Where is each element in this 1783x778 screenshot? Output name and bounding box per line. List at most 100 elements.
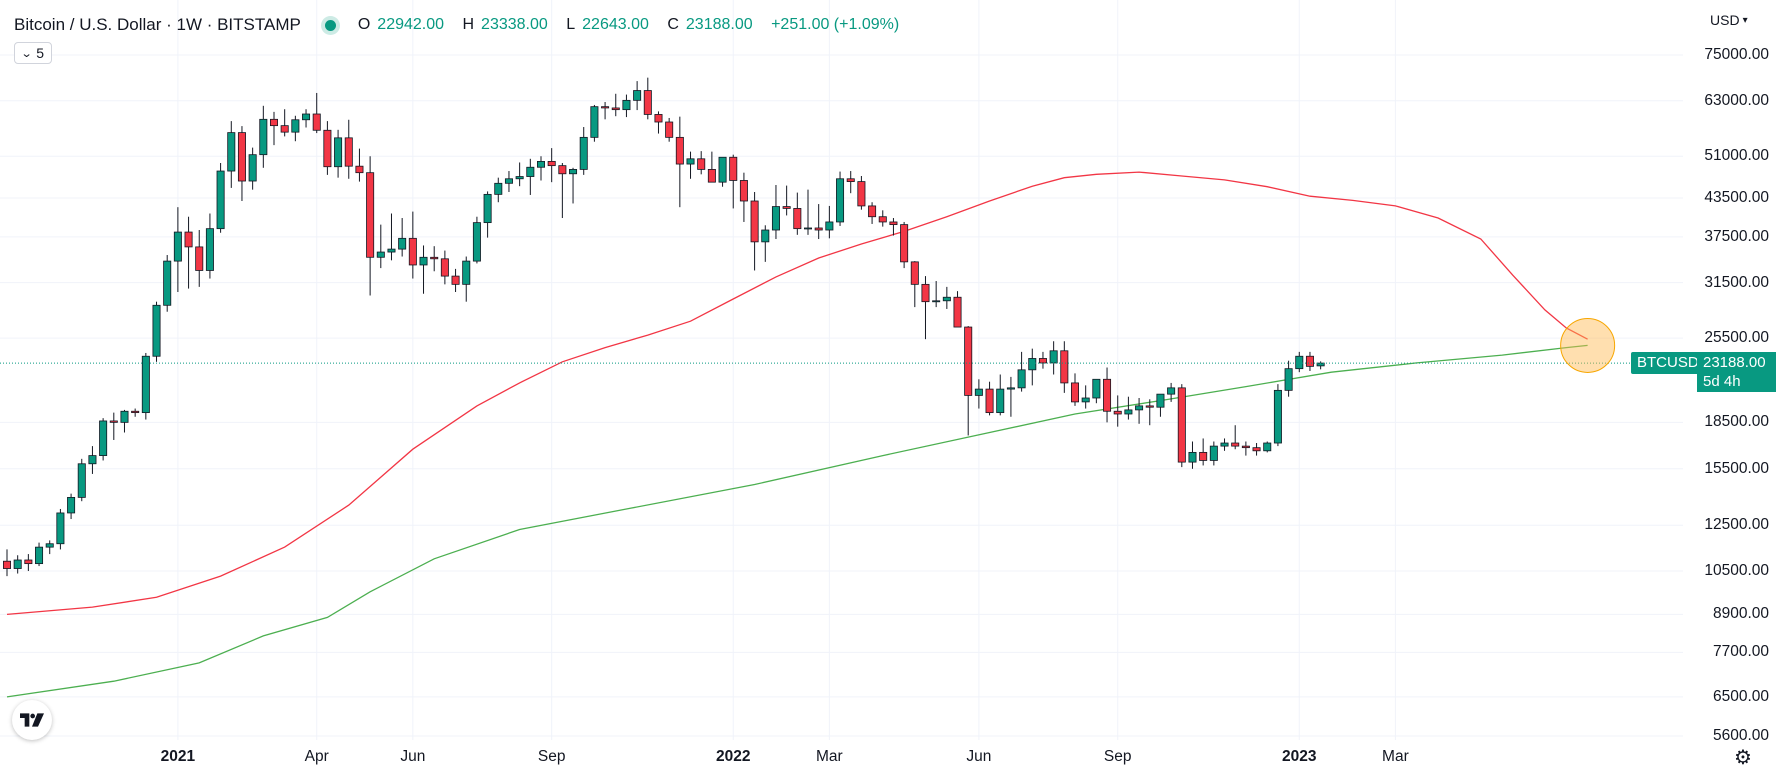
candle-body — [900, 224, 909, 263]
candle-body — [131, 410, 140, 414]
gear-icon[interactable]: ⚙ — [1734, 746, 1752, 769]
y-tick-label: 12500.00 — [1704, 516, 1769, 534]
candle-body — [205, 228, 214, 271]
candle-body — [376, 251, 385, 258]
candle-body — [152, 304, 161, 357]
candle-body — [643, 90, 652, 115]
candle-body — [910, 261, 919, 285]
candle-body — [99, 420, 108, 456]
candle-body — [1263, 442, 1272, 452]
y-tick-label: 51000.00 — [1704, 147, 1769, 165]
candle-body — [1028, 358, 1037, 371]
currency-selector[interactable]: USD ▾ — [1710, 12, 1748, 28]
y-tick-label: 15500.00 — [1704, 459, 1769, 477]
candle-body — [579, 136, 588, 170]
candle-body — [419, 256, 428, 266]
candle-body — [1092, 378, 1101, 399]
candle-body — [750, 200, 759, 243]
candle-body — [857, 181, 866, 207]
x-tick-label: 2022 — [715, 748, 751, 765]
candle-body — [67, 496, 76, 514]
candle-body — [494, 182, 503, 195]
candle-body — [804, 227, 813, 230]
x-tick-label: Sep — [537, 748, 566, 765]
candle-body — [814, 227, 823, 231]
candle-body — [334, 137, 343, 168]
candle-body — [932, 300, 941, 303]
candle-body — [633, 90, 642, 101]
candle-body — [195, 246, 204, 271]
candle-body — [88, 455, 97, 465]
candle-body — [56, 512, 65, 545]
candle-body — [985, 388, 994, 414]
candle-body — [846, 178, 855, 182]
candle-body — [686, 158, 695, 165]
open-label: O — [357, 16, 371, 33]
candle-body — [184, 231, 193, 248]
candle-body — [1081, 397, 1090, 403]
candle-body — [942, 296, 951, 302]
y-tick-label: 43500.00 — [1704, 188, 1769, 206]
candle-body — [366, 172, 375, 258]
candle-body — [569, 169, 578, 175]
bar-countdown: 5d 4h — [1703, 373, 1741, 390]
candle-body — [1220, 442, 1229, 447]
candle-body — [707, 169, 716, 183]
candle-body — [526, 166, 535, 177]
indicators-toggle-button[interactable]: ⌄ 5 — [14, 42, 52, 64]
close-label: C — [667, 16, 679, 33]
candle-body — [1103, 378, 1112, 412]
candle-body — [173, 231, 182, 262]
candle-body — [323, 129, 332, 168]
candle-body — [227, 132, 236, 172]
candle-body — [216, 170, 225, 230]
candle-body — [237, 132, 246, 182]
candle-body — [45, 543, 54, 548]
candle-body — [504, 178, 513, 184]
candle-body — [739, 180, 748, 202]
moving-average-fast-line — [6, 171, 1588, 616]
market-status-dot[interactable] — [324, 19, 336, 31]
candle-body — [1177, 387, 1186, 463]
candle-body — [355, 165, 364, 174]
candle-body — [77, 463, 86, 498]
x-tick-label: 2023 — [1282, 748, 1317, 765]
candle-body — [547, 161, 556, 167]
symbol-title[interactable]: Bitcoin / U.S. Dollar · 1W · BITSTAMP — [14, 15, 301, 34]
x-tick-label: Sep — [1103, 748, 1132, 765]
candle-body — [440, 258, 449, 277]
candle-body — [1071, 382, 1080, 403]
candle-body — [1145, 405, 1154, 408]
candle-body — [430, 256, 439, 260]
change-value: +251.00 (+1.09%) — [771, 16, 900, 33]
candle-body — [622, 99, 631, 111]
x-tick-label: 2021 — [160, 748, 196, 765]
candle-body — [24, 559, 33, 565]
candlesticks — [3, 77, 1325, 577]
crossover-highlight-circle — [1560, 317, 1616, 373]
candle-body — [1209, 445, 1218, 461]
candle-body — [537, 161, 546, 168]
candle-body — [120, 410, 129, 423]
candle-body — [761, 229, 770, 243]
candle-body — [697, 158, 706, 170]
candle-body — [1295, 355, 1304, 370]
candle-body — [1231, 442, 1240, 447]
open-value: 22942.00 — [377, 16, 445, 33]
candle-body — [1188, 451, 1197, 463]
x-tick-label: Mar — [816, 748, 843, 765]
candle-body — [1284, 368, 1293, 391]
candle-body — [280, 125, 289, 133]
tradingview-logo-icon[interactable] — [12, 700, 52, 740]
candle-body — [248, 154, 257, 182]
candle-body — [109, 420, 118, 423]
candle-body — [1060, 350, 1069, 384]
y-tick-label: 5600.00 — [1712, 727, 1769, 744]
candle-body — [964, 326, 973, 396]
candle-body — [1006, 387, 1015, 390]
candle-body — [654, 114, 663, 123]
last-price: 23188.00 — [1703, 354, 1766, 371]
candle-body — [1305, 355, 1314, 367]
candle-body — [1124, 409, 1133, 415]
